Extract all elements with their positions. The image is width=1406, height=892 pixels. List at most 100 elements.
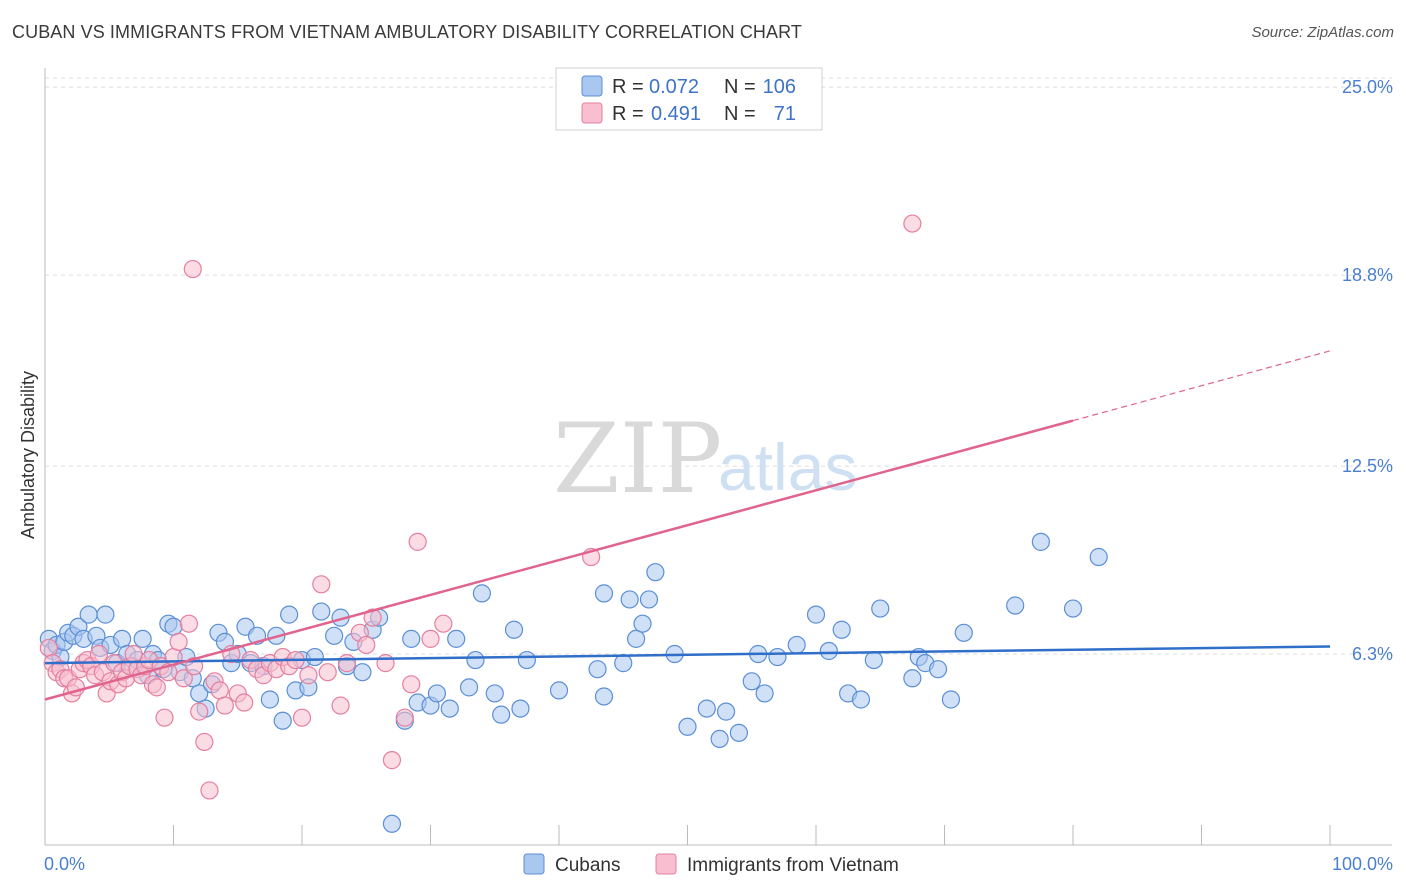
cubans-point bbox=[819, 641, 838, 661]
cubans-point bbox=[1006, 596, 1025, 615]
cubans-point bbox=[729, 723, 749, 742]
legend-r-label-cubans: R = bbox=[612, 76, 644, 98]
legend-n-value-vietnam: 71 bbox=[774, 103, 796, 125]
vietnam-point bbox=[299, 666, 318, 685]
correlation-legend: R = 0.072 N = 106 R = 0.491 N = 71 bbox=[555, 67, 823, 131]
cubans-point bbox=[112, 629, 132, 648]
cubans-point bbox=[447, 629, 466, 648]
cubans-point bbox=[787, 635, 806, 655]
cubans-point bbox=[96, 605, 115, 624]
vietnam-point bbox=[200, 781, 219, 800]
legend-r-value-vietnam: 0.491 bbox=[651, 103, 701, 125]
legend-r-label-vietnam: R = bbox=[612, 103, 644, 125]
vietnam-point bbox=[89, 644, 109, 664]
watermark-atlas: atlas bbox=[718, 430, 857, 504]
cubans-point bbox=[806, 605, 826, 624]
vietnam-point bbox=[235, 693, 254, 712]
cubans-point bbox=[305, 647, 324, 667]
cubans-point bbox=[492, 705, 511, 724]
cubans-point bbox=[133, 629, 152, 648]
cubans-point bbox=[402, 629, 421, 648]
cubans-point bbox=[325, 626, 344, 645]
cubans-point bbox=[485, 684, 504, 703]
cubans-point bbox=[954, 623, 973, 642]
cubans-points bbox=[39, 532, 1108, 833]
legend-swatch-cubans bbox=[581, 75, 603, 97]
cubans-point bbox=[1063, 599, 1083, 618]
cubans-point bbox=[353, 663, 372, 682]
cubans-point bbox=[466, 650, 485, 670]
vietnam-point bbox=[155, 708, 174, 727]
vietnam-regression-line bbox=[44, 419, 1074, 701]
cubans-point bbox=[633, 614, 652, 633]
vietnam-point bbox=[318, 663, 337, 682]
cubans-point bbox=[716, 702, 736, 721]
cubans-point bbox=[190, 684, 209, 703]
cubans-point bbox=[280, 605, 299, 624]
bottom-legend-swatch-vietnam bbox=[655, 853, 677, 875]
vietnam-point bbox=[395, 708, 414, 727]
vietnam-point bbox=[363, 608, 382, 627]
series-legend: Cubans Immigrants from Vietnam bbox=[523, 853, 899, 876]
cubans-point bbox=[472, 584, 491, 603]
cubans-point bbox=[312, 602, 331, 621]
cubans-point bbox=[678, 717, 697, 736]
cubans-point bbox=[549, 681, 569, 700]
x-tick-label-start: 0.0% bbox=[44, 854, 85, 874]
cubans-point bbox=[697, 699, 716, 718]
cubans-point bbox=[164, 617, 183, 636]
cubans-point bbox=[941, 690, 961, 709]
vietnam-point bbox=[357, 635, 376, 655]
y-tick-labels: 6.3% 12.5% 18.8% 25.0% bbox=[1342, 77, 1393, 664]
vietnam-point bbox=[903, 214, 922, 233]
vietnam-points bbox=[39, 214, 922, 800]
vietnam-point bbox=[215, 696, 234, 715]
legend-n-value-cubans: 106 bbox=[763, 76, 796, 98]
cubans-point bbox=[755, 684, 774, 703]
cubans-point bbox=[639, 590, 659, 609]
cubans-point bbox=[1031, 532, 1050, 551]
cubans-point bbox=[928, 660, 948, 679]
cubans-point bbox=[504, 620, 524, 639]
cubans-point bbox=[517, 650, 536, 670]
cubans-point bbox=[260, 690, 279, 709]
source-label: Source: ZipAtlas.com bbox=[1251, 24, 1394, 41]
cubans-point bbox=[768, 647, 787, 667]
cubans-point bbox=[273, 711, 292, 730]
x-tick-label-end: 100.0% bbox=[1332, 854, 1393, 874]
cubans-regression-line bbox=[44, 645, 1331, 665]
vietnam-point bbox=[408, 532, 427, 551]
y-axis-title: Ambulatory Disability bbox=[18, 371, 38, 539]
cubans-point bbox=[459, 678, 479, 697]
bottom-legend-label-cubans: Cubans bbox=[555, 855, 621, 876]
legend-n-label-vietnam: N = bbox=[724, 103, 756, 125]
cubans-point bbox=[427, 684, 447, 703]
cubans-point bbox=[620, 590, 639, 609]
cubans-point bbox=[511, 699, 530, 718]
vietnam-point bbox=[331, 696, 350, 715]
vietnam-point bbox=[210, 681, 229, 700]
cubans-point bbox=[832, 620, 851, 639]
bottom-legend-swatch-cubans bbox=[523, 853, 545, 875]
cubans-point bbox=[588, 660, 607, 679]
axes bbox=[44, 68, 1392, 846]
cubans-point bbox=[79, 605, 98, 624]
y-tick-label: 12.5% bbox=[1342, 456, 1393, 476]
cubans-point bbox=[851, 690, 871, 709]
legend-n-label-cubans: N = bbox=[724, 76, 756, 98]
cubans-point bbox=[626, 629, 646, 648]
vietnam-point bbox=[179, 614, 199, 633]
vietnam-point bbox=[183, 259, 202, 279]
chart-title: CUBAN VS IMMIGRANTS FROM VIETNAM AMBULAT… bbox=[12, 22, 802, 42]
vietnam-point bbox=[382, 751, 402, 770]
cubans-point bbox=[903, 669, 922, 688]
vietnam-point bbox=[147, 678, 166, 697]
vietnam-point bbox=[169, 632, 188, 651]
cubans-point bbox=[742, 672, 761, 691]
cubans-point bbox=[440, 699, 459, 718]
watermark-zip: ZIP bbox=[553, 403, 722, 515]
cubans-point bbox=[594, 687, 614, 706]
cubans-point bbox=[382, 814, 402, 833]
cubans-point bbox=[1089, 547, 1108, 567]
